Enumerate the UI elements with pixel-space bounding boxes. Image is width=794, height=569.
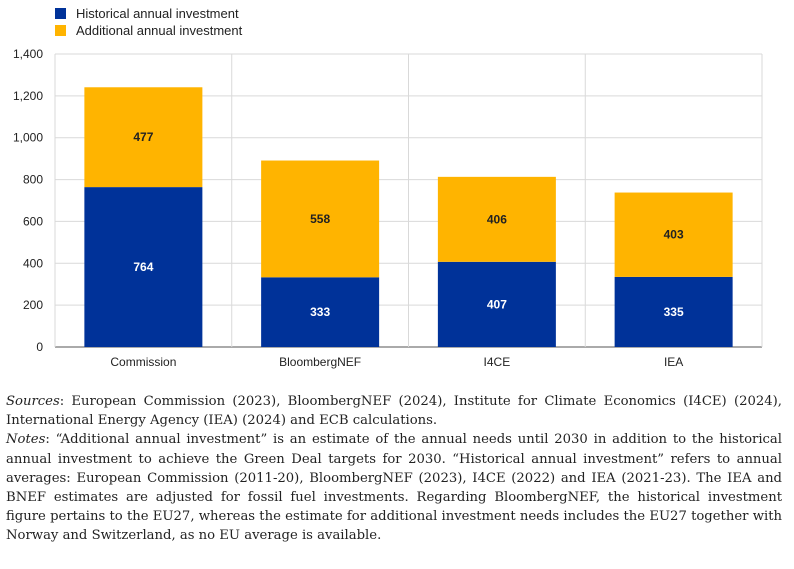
sources-paragraph: Sources: European Commission (2023), Blo… [6, 392, 782, 430]
bar-additional [614, 192, 733, 277]
x-tick-label: I4CE [484, 355, 511, 369]
notes-text: : “Additional annual investment” is an e… [6, 432, 782, 544]
stacked-bar-chart: 0 200 400 600 800 1,000 1,200 1,400 764 477 Commis… [13, 6, 763, 369]
legend-label-additional: Additional annual investment [76, 23, 243, 38]
bar-historical [614, 276, 733, 347]
data-label-additional: 558 [310, 212, 330, 226]
legend-swatch-additional [55, 25, 66, 36]
y-tick-label: 400 [23, 256, 43, 270]
sources-label: Sources [6, 394, 60, 409]
bar-additional [261, 160, 380, 278]
data-label-historical: 764 [133, 260, 153, 274]
bar-historical [84, 187, 203, 347]
y-tick-label: 1,200 [13, 89, 43, 103]
legend-swatch-historical [55, 8, 66, 19]
x-tick-label: IEA [664, 355, 683, 369]
data-label-historical: 333 [310, 305, 330, 319]
data-label-historical: 407 [487, 297, 507, 311]
sources-text: : European Commission (2023), BloombergN… [6, 394, 782, 429]
x-tick-label: Commission [110, 355, 176, 369]
legend-label-historical: Historical annual investment [76, 6, 239, 21]
y-tick-label: 600 [23, 214, 43, 228]
y-tick-label: 1,000 [13, 131, 43, 145]
x-tick-label: BloombergNEF [279, 355, 361, 369]
chart-notes: Sources: European Commission (2023), Blo… [6, 392, 782, 546]
notes-paragraph: Notes: “Additional annual investment” is… [6, 430, 782, 545]
data-label-additional: 477 [133, 130, 153, 144]
y-tick-label: 1,400 [13, 47, 43, 61]
y-tick-label: 0 [36, 340, 43, 354]
data-label-additional: 403 [664, 228, 684, 242]
data-label-additional: 406 [487, 212, 507, 226]
y-tick-label: 200 [23, 298, 43, 312]
data-label-historical: 335 [664, 305, 684, 319]
bar-historical [261, 277, 380, 347]
bar-additional [437, 176, 556, 262]
bar-additional [84, 87, 203, 188]
y-tick-label: 800 [23, 173, 43, 187]
notes-label: Notes [6, 432, 46, 448]
bar-historical [437, 261, 556, 347]
